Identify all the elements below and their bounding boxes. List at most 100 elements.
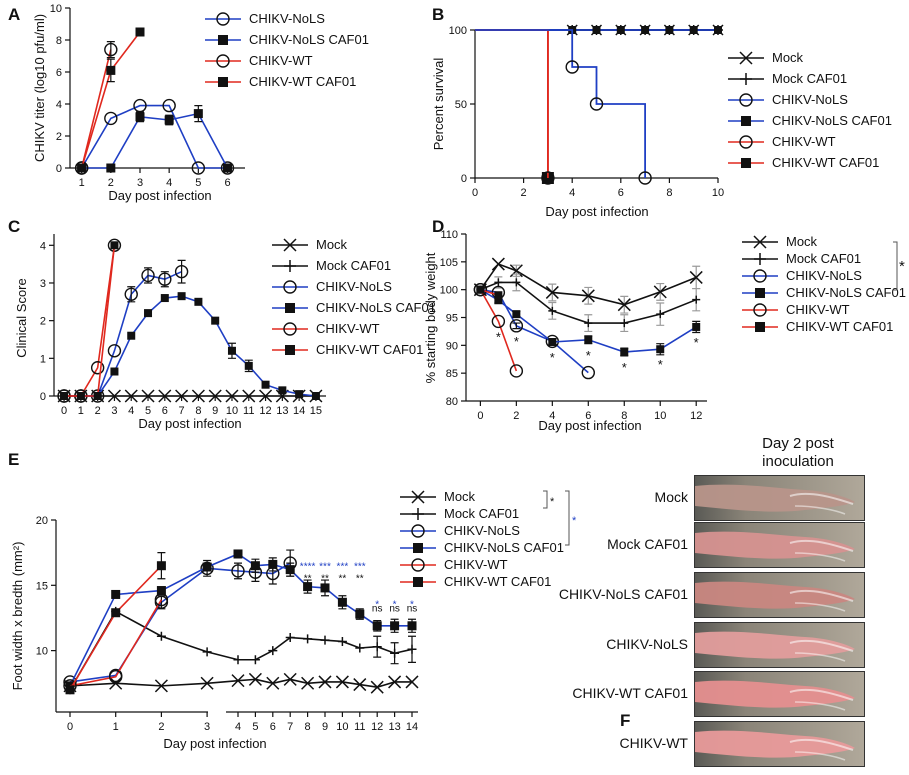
error-bar	[127, 286, 136, 303]
data-point	[191, 161, 206, 175]
series-chikv-wt-caf01	[60, 241, 119, 400]
series-chikv-wt	[74, 41, 118, 175]
y-tick-label: 2	[56, 131, 62, 143]
legend-marker	[283, 238, 297, 252]
data-point	[494, 278, 503, 287]
y-tick-label: 10	[50, 3, 62, 15]
data-point	[584, 319, 593, 328]
x-tick-label: 13	[388, 721, 400, 733]
paw-drawing	[695, 680, 855, 711]
panel-f-title-line2: inoculation	[762, 453, 834, 470]
data-point	[208, 389, 222, 403]
data-point	[656, 310, 665, 319]
error-bar	[512, 322, 521, 330]
significance-blue: *	[410, 600, 414, 611]
legend-item-chikv-nols: CHIKV-NoLS	[742, 268, 862, 283]
series-chikv-nols	[63, 549, 297, 689]
series-chikv-wt-caf01	[476, 285, 503, 300]
x-tick-label: 0	[67, 721, 73, 733]
significance-blue: ****	[300, 562, 316, 573]
legend-marker	[411, 490, 425, 504]
significance-black: **	[356, 574, 364, 585]
data-point	[177, 292, 186, 301]
data-point	[200, 676, 214, 690]
legend-item-chikv-nols-caf01: CHIKV-NoLS CAF01	[742, 285, 906, 300]
data-point	[512, 278, 521, 287]
legend-marker	[755, 288, 765, 298]
data-point	[194, 297, 203, 306]
series-mock-caf01	[65, 606, 417, 695]
significance-blue: ***	[354, 562, 366, 573]
x-tick-label: 10	[336, 721, 348, 733]
legend-item-mock-caf01: Mock CAF01	[742, 251, 861, 266]
legend-bracket	[893, 241, 898, 291]
series-line	[64, 270, 182, 397]
legend-label: CHIKV-NoLS	[444, 523, 520, 538]
x-tick-label: 6	[618, 187, 624, 199]
legend-item-chikv-wt: CHIKV-WT	[742, 302, 850, 317]
y-tick-label: 3	[40, 278, 46, 290]
x-tick-label: 11	[243, 405, 254, 417]
data-point	[231, 674, 245, 688]
data-point	[638, 171, 652, 185]
x-tick-label: 1	[78, 405, 84, 417]
panel-f: F	[620, 711, 630, 730]
data-point	[200, 561, 214, 576]
data-point	[261, 380, 270, 389]
legend-item-mock-caf01: Mock CAF01	[400, 506, 519, 521]
data-point	[353, 678, 367, 692]
data-point	[106, 65, 116, 75]
data-point	[144, 309, 153, 318]
data-point	[509, 264, 523, 278]
legend-marker	[412, 508, 424, 520]
legend-item-chikv-nols-caf01: CHIKV-NoLS CAF01	[728, 113, 892, 128]
legend-label: CHIKV-NoLS CAF01	[249, 32, 369, 47]
legend-label: CHIKV-WT CAF01	[786, 319, 893, 334]
legend-bracket-star: *	[550, 496, 555, 508]
y-tick-label: 15	[36, 580, 48, 592]
data-point	[242, 389, 256, 403]
significance-blue: *	[375, 600, 379, 611]
x-tick-label: 8	[305, 721, 311, 733]
legend-label: CHIKV-WT	[249, 53, 313, 68]
legend-item-chikv-nols-caf01: CHIKV-NoLS CAF01	[205, 32, 369, 47]
significance-star: *	[622, 360, 627, 375]
data-point	[320, 635, 330, 645]
data-point	[689, 26, 698, 34]
data-point	[620, 319, 629, 328]
panel-d: D 80 85 90 95 100 105 110 0 2 4 6 8 10 12 Day post infe…	[423, 217, 906, 433]
legend-marker	[411, 558, 425, 572]
y-tick-label: 0	[56, 163, 62, 175]
data-point	[372, 621, 382, 631]
legend-label: Mock	[772, 50, 804, 65]
panel-letter: A	[8, 5, 20, 24]
data-point	[494, 291, 503, 300]
x-tick-label: 2	[108, 177, 114, 189]
data-point	[93, 392, 102, 400]
data-point	[141, 389, 155, 403]
data-point	[285, 565, 295, 575]
legend-label: CHIKV-NoLS CAF01	[316, 300, 436, 315]
series-line	[475, 29, 549, 178]
data-point	[620, 348, 629, 357]
data-point	[692, 295, 701, 304]
data-point	[581, 365, 595, 380]
data-point	[285, 633, 295, 643]
error-bar	[177, 259, 186, 284]
data-point	[231, 564, 245, 578]
legend-marker	[285, 303, 295, 313]
legend-label: CHIKV-WT CAF01	[772, 155, 879, 170]
legend-marker	[740, 73, 752, 85]
legend-marker	[755, 322, 765, 332]
legend-label: Mock	[444, 489, 476, 504]
data-point	[407, 621, 417, 631]
data-point	[311, 392, 320, 400]
series-line	[64, 245, 116, 397]
legend-bracket-nols	[565, 490, 570, 546]
data-point	[65, 685, 75, 695]
legend-item-mock-caf01: Mock CAF01	[728, 71, 847, 86]
legend-item-chikv-nols: CHIKV-NoLS	[205, 11, 325, 26]
series-chikv-wt	[63, 592, 169, 693]
legend-label: CHIKV-WT CAF01	[249, 74, 356, 89]
